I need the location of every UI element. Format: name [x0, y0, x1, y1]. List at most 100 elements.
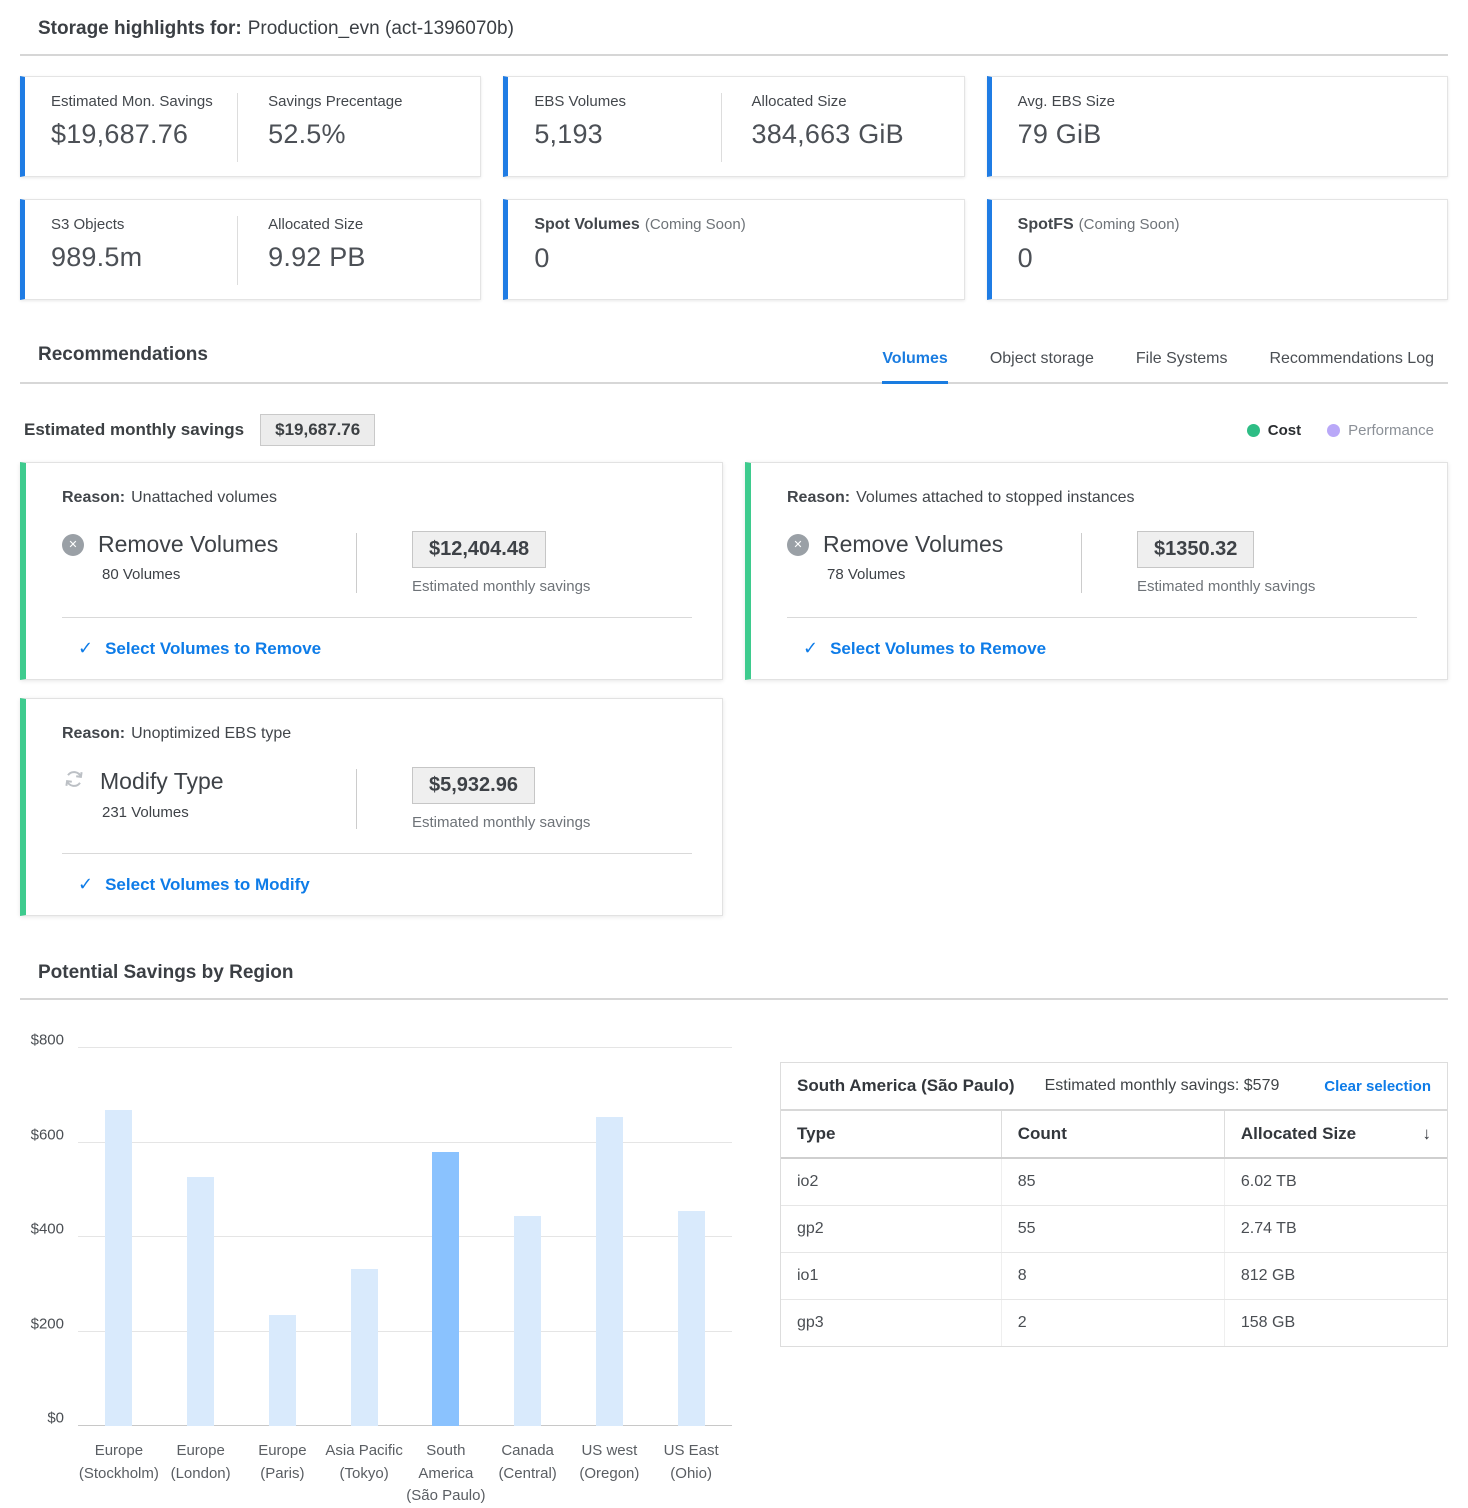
- action-title: Modify Type: [100, 768, 224, 794]
- chart-x-labels: Europe (Stockholm) Europe (London) Europe (Pa…: [78, 1440, 732, 1508]
- table-row: io1 8 812 GB: [781, 1253, 1447, 1300]
- account-label: Production_evn (act-1396070b): [247, 18, 514, 39]
- x-axis-label: Europe (Stockholm): [78, 1442, 159, 1482]
- stat-label: Avg. EBS Size: [1017, 93, 1115, 110]
- stat-label: EBS Volumes: [534, 93, 627, 110]
- legend-item-performance: Performance: [1327, 422, 1434, 439]
- count-cell: 55: [1000, 1206, 1224, 1252]
- highlight-stat: SpotFS (Coming Soon) 0: [1018, 216, 1421, 285]
- savings-amount-chip: $12,404.48: [412, 531, 547, 568]
- stat-label: Allocated Size: [751, 93, 847, 110]
- recommendations-header: Recommendations Volumes Object storage Fil…: [20, 344, 1448, 384]
- card-divider: [787, 617, 1417, 618]
- sort-descending-icon[interactable]: ↓: [1422, 1124, 1432, 1143]
- highlight-stat: S3 Objects 989.5m: [51, 216, 237, 285]
- allocated-size-cell: 812 GB: [1223, 1253, 1447, 1299]
- bar-slot: [242, 1048, 324, 1426]
- recommendation-card: Reason: Unoptimized EBS type Modify Type 23…: [20, 698, 723, 916]
- highlight-stat: Savings Precentage 52.5%: [237, 93, 454, 162]
- stat-label-suffix: (Coming Soon): [1078, 216, 1180, 233]
- savings-by-region-chart: $0 $200 $400 $600 $800 Europe (Stockholm) Euro…: [20, 1032, 732, 1508]
- cost-dot-icon: [1246, 423, 1260, 437]
- reason-label: Reason:: [787, 489, 851, 506]
- bars-container: [78, 1048, 732, 1426]
- gridline: [78, 1425, 732, 1426]
- column-header-allocated-size-label: Allocated Size: [1240, 1124, 1357, 1143]
- highlight-card: S3 Objects 989.5m Allocated Size 9.92 PB: [20, 199, 482, 300]
- amount-block: $12,404.48 Estimated monthly savings: [357, 531, 692, 595]
- recommendation-cards-grid: Reason: Unattached volumes ✕ Remove Volumes…: [20, 462, 1448, 916]
- region-bar-oregon[interactable]: [595, 1117, 623, 1426]
- x-axis-label: Europe (London): [170, 1442, 231, 1482]
- stat-value: 384,663 GiB: [751, 119, 904, 149]
- column-header-count[interactable]: Count: [1000, 1111, 1224, 1157]
- stat-value: 989.5m: [51, 242, 143, 272]
- region-table-panel: South America (São Paulo) Estimated mont…: [780, 1062, 1448, 1347]
- select-volumes-link[interactable]: Select Volumes to Remove: [105, 638, 322, 658]
- legend-label: Cost: [1267, 421, 1302, 439]
- y-tick-label: $200: [30, 1315, 64, 1332]
- stat-value: 0: [1017, 243, 1033, 273]
- action-block: ✕ Remove Volumes 80 Volumes: [62, 531, 356, 595]
- chart-plot: $0 $200 $400 $600 $800: [20, 1032, 732, 1427]
- region-bar-ohio[interactable]: [677, 1211, 705, 1426]
- region-bar-london[interactable]: [187, 1176, 215, 1426]
- table-row: io2 85 6.02 TB: [781, 1159, 1447, 1206]
- count-cell: 8: [1000, 1253, 1224, 1299]
- refresh-icon: [62, 767, 86, 796]
- column-header-type[interactable]: Type: [797, 1124, 836, 1143]
- x-axis-label: US East (Ohio): [663, 1442, 719, 1482]
- recommendation-card: Reason: Unattached volumes ✕ Remove Volumes…: [20, 462, 723, 680]
- reason-line: Reason: Volumes attached to stopped insta…: [787, 489, 1417, 507]
- allocated-size-cell: 2.74 TB: [1223, 1206, 1447, 1252]
- y-tick-label: $0: [47, 1409, 64, 1427]
- check-icon: ✓: [78, 874, 94, 894]
- stat-label: S3 Objects: [51, 216, 125, 233]
- savings-caption: Estimated monthly savings: [1137, 578, 1316, 595]
- card-divider: [62, 617, 692, 618]
- reason-text: Unoptimized EBS type: [131, 725, 292, 742]
- action-link-row: ✓ Select Volumes to Remove: [787, 638, 1417, 659]
- tab-object-storage[interactable]: Object storage: [989, 350, 1094, 367]
- vertical-divider: [1081, 533, 1082, 593]
- legend: Cost Performance: [1246, 421, 1434, 439]
- savings-value-chip: $19,687.76: [260, 414, 376, 446]
- card-divider: [62, 853, 692, 854]
- region-bar-central[interactable]: [514, 1216, 542, 1426]
- bar-slot: [323, 1048, 405, 1426]
- gridline: [78, 1047, 732, 1048]
- volume-type-cell: gp2: [797, 1220, 824, 1237]
- select-volumes-link[interactable]: Select Volumes to Remove: [830, 638, 1047, 658]
- tab-recommendations-log[interactable]: Recommendations Log: [1269, 350, 1434, 367]
- clear-selection-link[interactable]: Clear selection: [1324, 1077, 1431, 1095]
- y-tick-label: $600: [30, 1126, 64, 1143]
- volume-count: 231 Volumes: [102, 804, 189, 821]
- highlight-stat: EBS Volumes 5,193: [534, 93, 720, 162]
- table-column-headers: Type Count Allocated Size ↓: [781, 1111, 1447, 1159]
- vertical-divider: [356, 533, 357, 593]
- region-bar-paris[interactable]: [268, 1314, 296, 1426]
- recommendation-card: Reason: Volumes attached to stopped insta…: [745, 462, 1448, 680]
- volume-type-cell: gp3: [797, 1314, 824, 1331]
- vertical-divider: [356, 769, 357, 829]
- check-icon: ✓: [78, 638, 94, 658]
- region-bar-tokyo[interactable]: [350, 1268, 378, 1426]
- stat-value: $19,687.76: [51, 119, 189, 149]
- highlight-card: Spot Volumes (Coming Soon) 0: [503, 199, 965, 300]
- tab-file-systems[interactable]: File Systems: [1135, 350, 1228, 367]
- savings-amount-chip: $1350.32: [1137, 531, 1255, 568]
- action-title: Remove Volumes: [823, 531, 1004, 557]
- volume-count: 80 Volumes: [102, 566, 181, 583]
- region-bar-stockholm[interactable]: [105, 1110, 133, 1426]
- region-table-header: South America (São Paulo) Estimated mont…: [781, 1063, 1447, 1111]
- stat-label: SpotFS: [1017, 216, 1074, 233]
- column-header-allocated-size[interactable]: Allocated Size ↓: [1223, 1111, 1447, 1157]
- action-title: Remove Volumes: [98, 531, 279, 557]
- stat-value: 52.5%: [268, 119, 346, 149]
- tab-volumes[interactable]: Volumes: [882, 350, 948, 384]
- region-bar-são-paulo[interactable]: [432, 1152, 460, 1426]
- select-volumes-link[interactable]: Select Volumes to Modify: [105, 874, 310, 894]
- region-content: $0 $200 $400 $600 $800 Europe (Stockholm) Euro…: [20, 1032, 1448, 1508]
- bar-slot: [78, 1048, 160, 1426]
